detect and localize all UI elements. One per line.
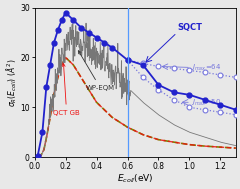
Text: WP-EQM: WP-EQM xyxy=(78,51,115,91)
Text: QCT GB: QCT GB xyxy=(53,64,80,116)
Text: $J_{max}$=64: $J_{max}$=64 xyxy=(191,63,221,73)
Y-axis label: $\sigma_R(E_{coll})$ ($\AA^2$): $\sigma_R(E_{coll})$ ($\AA^2$) xyxy=(4,58,19,107)
X-axis label: $E_{coll}$(eV): $E_{coll}$(eV) xyxy=(117,172,154,185)
Text: $J_{max}$=50: $J_{max}$=50 xyxy=(191,98,221,108)
Text: SQCT: SQCT xyxy=(177,23,202,32)
